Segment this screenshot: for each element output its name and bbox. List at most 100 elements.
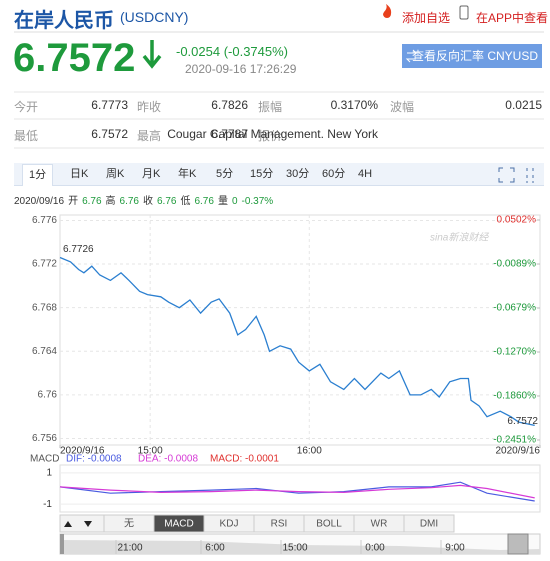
arrow-up: [64, 521, 72, 527]
navigator-handle[interactable]: [507, 533, 529, 555]
ohlc-item: -0.37%: [241, 196, 274, 207]
y2-tick-label: -0.2451%: [493, 435, 536, 446]
ohlc-item: 高: [105, 196, 116, 207]
stat-value: 0.3170%: [330, 98, 378, 112]
stat-value: 6.7773: [91, 98, 128, 112]
y2-tick-label: -0.0679%: [493, 303, 536, 314]
navigator-label: 6:00: [205, 543, 225, 554]
navigator-area: [60, 540, 540, 554]
stat-value: 6.7787: [211, 127, 248, 141]
stat-label: 最高: [137, 129, 162, 143]
stat-label: 振幅: [258, 100, 283, 114]
x-tick-label: 2020/9/16: [60, 446, 105, 457]
ohlc-item: 6.76: [82, 196, 102, 207]
stat-value: 6.7572: [91, 127, 128, 141]
time: 2020-09-16 17:26:29: [185, 62, 297, 76]
period-tab[interactable]: 4H: [358, 168, 373, 180]
y-tick-label: 6.756: [32, 433, 57, 444]
macd-line: [59, 484, 535, 499]
y2-tick-label: -0.1270%: [493, 347, 536, 358]
y-tick-label: 6.768: [32, 302, 57, 313]
price-line: [59, 256, 535, 427]
period-tab[interactable]: 5分: [216, 168, 234, 180]
title: 在岸人民币: [14, 10, 114, 32]
plot-frame: [59, 214, 541, 446]
indicator-tab[interactable]: [403, 514, 455, 533]
phone-icon: [459, 5, 469, 20]
stat-value: 6.7826: [211, 98, 248, 112]
period-tab[interactable]: 日K: [70, 168, 89, 180]
add-favorite[interactable]: 添加自选: [402, 11, 451, 25]
y-tick-label: 6.764: [32, 346, 57, 357]
period-tab[interactable]: 周K: [106, 168, 125, 180]
change: -0.0254 (-0.3745%): [176, 44, 289, 59]
navigator-label: 21:00: [117, 543, 142, 554]
y2-tick-label: -0.1860%: [493, 391, 536, 402]
x-tick-label: 16:00: [297, 446, 322, 457]
ohlc-item: 收: [143, 196, 153, 207]
price: 6.7572: [13, 36, 136, 80]
period-tab[interactable]: 30分: [286, 168, 310, 180]
ohlc-item: 6.76: [194, 196, 214, 207]
settings-icon[interactable]: [526, 168, 534, 183]
stat-value: 0.0215: [505, 98, 542, 112]
watermark: sina新浪财经: [430, 232, 489, 244]
navigator-label: 9:00: [445, 543, 465, 554]
x-tick-label: 15:00: [138, 446, 163, 457]
stat-label: 今开: [14, 100, 39, 114]
open-app[interactable]: 在APP中查看: [476, 11, 549, 25]
indicator-label: WR: [371, 519, 388, 530]
period-tab[interactable]: 1分: [22, 164, 54, 186]
x-tick-label: 2020/9/16: [496, 446, 541, 457]
y2-tick-label: 0.0502%: [497, 215, 537, 226]
y-tick-label: 6.76: [38, 389, 58, 400]
indicator-label: KDJ: [220, 519, 239, 530]
y-tick-label: 1: [46, 467, 52, 478]
y-tick-label: 6.772: [32, 259, 57, 270]
ohlc-item: 6.76: [157, 196, 177, 207]
period-tab[interactable]: 年K: [178, 168, 197, 180]
arrow-down: [84, 521, 92, 527]
indicator-label: RSI: [271, 519, 288, 530]
macd-label: DEA: -0.0008: [138, 454, 198, 465]
ohlc-item: 0: [231, 196, 238, 207]
period-tab[interactable]: 60分: [322, 168, 346, 180]
ohlc-item: 低: [180, 196, 191, 207]
down-arrow: [142, 40, 162, 69]
tab-bar: [14, 163, 544, 186]
period-tab[interactable]: 月K: [142, 168, 161, 180]
stat-label: 昨收: [137, 100, 162, 114]
macd-label: DIF: -0.0008: [66, 454, 122, 465]
macd-label: MACD: [30, 454, 59, 465]
ohlc-item: 开: [68, 196, 79, 207]
macd-frame: [59, 464, 541, 513]
stat-label: 报价: [258, 129, 283, 143]
ohlc-item: 6.76: [119, 196, 139, 207]
annotation: 6.7726: [63, 244, 94, 255]
period-tab[interactable]: 15分: [250, 168, 274, 180]
navigator-handle[interactable]: [60, 534, 64, 554]
reverse-button[interactable]: 查看反向汇率 CNYUSD: [402, 44, 542, 68]
indicator-label: 无: [124, 519, 134, 530]
navigator-label: 15:00: [282, 543, 307, 554]
fire-icon: [383, 4, 392, 18]
fullscreen-icon[interactable]: [498, 167, 515, 183]
stat-label: 最低: [14, 129, 39, 143]
stat-label: 波幅: [390, 100, 415, 114]
ohlc-item: 2020/09/16: [14, 196, 65, 207]
y-tick-label: -1: [43, 499, 52, 510]
ohlc-item: 量: [217, 196, 228, 207]
annotation: 6.7572: [507, 416, 538, 427]
stat-value: Cougar Capital Management. New York: [167, 127, 378, 141]
y2-tick-label: -0.0089%: [493, 259, 536, 270]
y-tick-label: 6.776: [32, 215, 57, 226]
navigator-label: 0:00: [365, 543, 385, 554]
code: (USDCNY): [120, 9, 189, 25]
indicator-label: MACD: [164, 519, 193, 530]
indicator-label: BOLL: [316, 519, 342, 530]
indicator-label: DMI: [420, 519, 438, 530]
macd-label: MACD: -0.0001: [210, 454, 279, 465]
swap-icon: [405, 49, 418, 63]
